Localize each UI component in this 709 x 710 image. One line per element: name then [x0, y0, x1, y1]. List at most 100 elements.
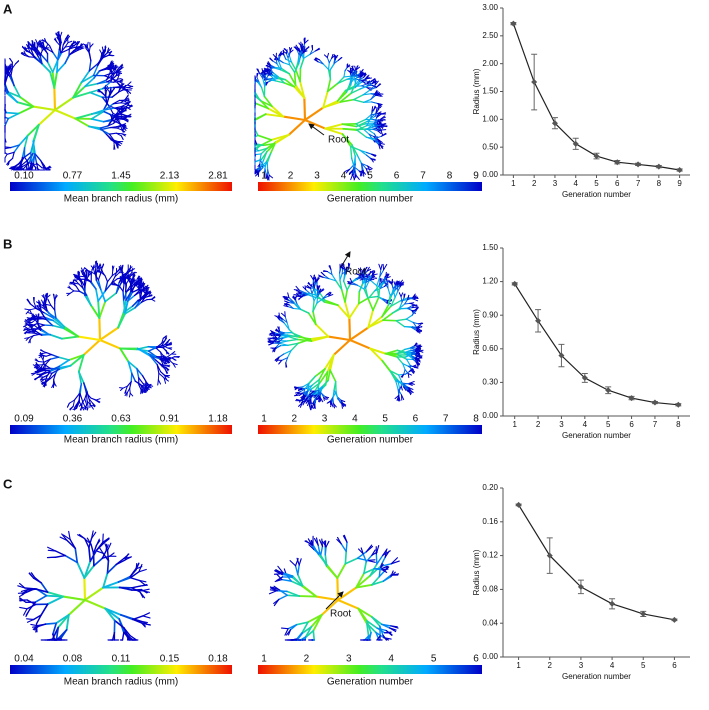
vessel-branch: [125, 115, 131, 118]
vessel-branch: [294, 46, 298, 51]
vessel-branch: [127, 360, 138, 370]
vessel-branch: [376, 94, 382, 97]
vessel-branch: [116, 125, 123, 129]
vessel-branch: [275, 342, 281, 349]
y-tick-label: 0.12: [482, 551, 498, 560]
vessel-branch: [160, 371, 166, 377]
vessel-branch: [4, 117, 9, 127]
vessel-branch: [380, 264, 383, 271]
vessel-branch: [101, 52, 108, 58]
vessel-branch: [363, 269, 366, 275]
vessel-branch: [412, 293, 416, 298]
vessel-branch: [399, 279, 403, 285]
vessel-branch: [383, 276, 387, 283]
y-axis-label: Radius (mm): [472, 309, 481, 355]
vessel-branch: [380, 129, 383, 136]
marker: [581, 374, 588, 381]
vessel-branch: [22, 151, 32, 159]
vessel-branch: [372, 296, 380, 312]
vessel-branch: [404, 347, 412, 351]
vessel-branch: [326, 271, 333, 275]
vessel-branch: [132, 274, 136, 280]
vessel-branch: [312, 285, 316, 296]
vessel-branch: [268, 174, 274, 179]
vessel-branch: [26, 49, 32, 54]
vessel-branch: [337, 57, 343, 61]
vessel-branch: [132, 615, 144, 621]
vessel-branch: [311, 45, 314, 50]
vessel-branch: [382, 299, 388, 304]
vessel-branch: [275, 329, 280, 333]
vessel-branch: [102, 552, 110, 562]
colorbar-label: Generation number: [327, 194, 414, 205]
vessel-branch: [290, 61, 297, 71]
vessel-branch: [343, 70, 346, 78]
marker: [628, 395, 635, 402]
vessel-branch: [413, 296, 419, 300]
vessel-branch: [36, 44, 39, 51]
vessel-branch: [296, 631, 303, 640]
vessel-branch: [111, 139, 117, 145]
vessel-branch: [371, 549, 376, 556]
vessel-branch: [287, 629, 292, 636]
vessel-branch: [121, 124, 126, 127]
vessel-branch: [376, 119, 380, 125]
vessel-branch: [332, 338, 352, 356]
vessel-branch: [164, 368, 168, 374]
vessel-branch: [310, 287, 313, 295]
vessel-branch: [39, 303, 42, 309]
vessel-branch: [137, 284, 140, 290]
vessel-branch: [68, 43, 74, 49]
vessel-branch: [117, 576, 132, 583]
vessel-branch: [139, 292, 141, 301]
vessel-branch: [342, 127, 358, 131]
vessel-branch: [116, 68, 121, 72]
vessel-branch: [312, 282, 315, 289]
vessel-branch: [263, 95, 273, 108]
vessel-branch: [36, 331, 43, 336]
vessel-branch: [365, 554, 373, 563]
vessel-branch: [27, 41, 30, 47]
vessel-branch: [102, 572, 109, 589]
vessel-branch: [376, 113, 382, 118]
vessel-branch: [288, 304, 294, 309]
vessel-branch: [342, 535, 348, 543]
vessel-branch: [303, 106, 325, 122]
vessel-branch: [270, 586, 278, 592]
vessel-branch: [78, 275, 86, 278]
vessel-branch: [165, 343, 171, 346]
vessel-branch: [285, 52, 289, 59]
vessel-branch: [38, 361, 45, 363]
vessel-branch: [69, 50, 77, 56]
vessel-branch: [80, 74, 95, 84]
vessel-branch: [361, 83, 368, 87]
vessel-branch: [286, 350, 292, 359]
vessel-branch: [106, 275, 113, 283]
vessel-branch: [416, 326, 420, 332]
vessel-branch: [301, 397, 304, 404]
vessel-branch: [24, 46, 28, 51]
vessel-branch: [31, 315, 36, 318]
colorbar: [10, 182, 232, 191]
vessel-branch: [13, 163, 20, 168]
vessel-branch: [323, 54, 328, 58]
vessel-branch: [120, 129, 126, 133]
vessel-branch: [289, 560, 297, 567]
vessel-branch: [49, 333, 63, 340]
vessel-branch: [366, 128, 375, 135]
vessel-branch: [277, 326, 280, 332]
vessel-branch: [93, 557, 104, 567]
vessel-branch: [273, 598, 280, 607]
vessel-branch: [371, 616, 381, 627]
vessel-branch: [72, 81, 83, 99]
vessel-branch: [279, 317, 285, 324]
vessel-branch: [106, 134, 113, 141]
vessel-branch: [381, 304, 390, 318]
marker: [510, 20, 517, 27]
vessel-branch: [125, 385, 128, 391]
vessel-branch: [102, 537, 110, 543]
vessel-tree: [17, 530, 151, 641]
vessel-branch: [55, 33, 59, 38]
vessel-branch: [23, 608, 28, 616]
